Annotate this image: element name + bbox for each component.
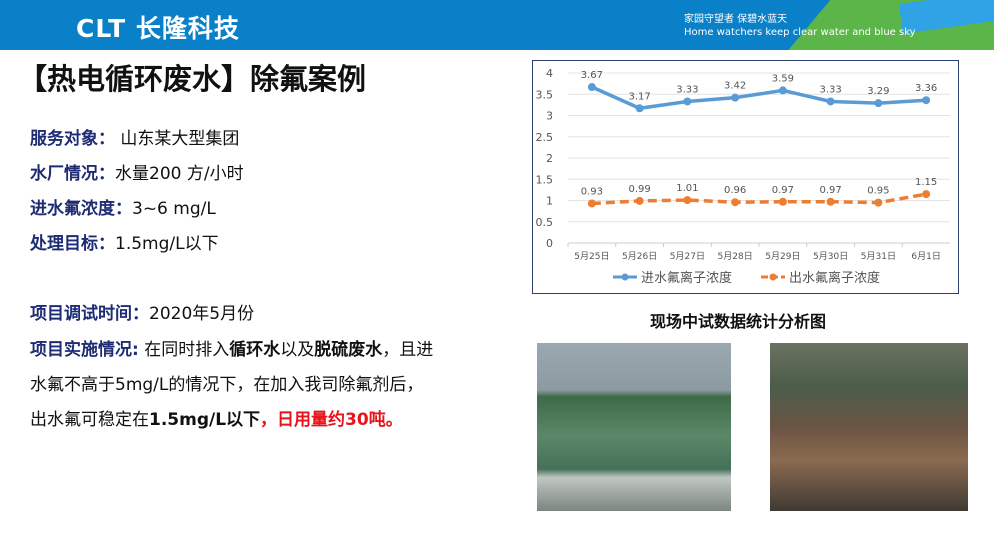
data-label: 0.93 bbox=[581, 186, 603, 197]
data-point bbox=[635, 196, 644, 205]
data-label: 1.01 bbox=[676, 183, 698, 194]
logo: CLT 长隆科技 bbox=[76, 14, 240, 43]
info-value: 水量200 方/小时 bbox=[115, 164, 244, 184]
info-value: 1.5mg/L以下 bbox=[115, 234, 219, 254]
data-point bbox=[778, 86, 787, 95]
text: 循环水 bbox=[229, 340, 281, 360]
y-tick-label: 2 bbox=[546, 152, 553, 165]
photo-equipment bbox=[770, 343, 968, 511]
data-label: 3.33 bbox=[676, 84, 698, 95]
y-tick-label: 0 bbox=[546, 237, 553, 250]
data-point bbox=[874, 198, 883, 207]
data-point bbox=[874, 99, 883, 108]
data-label: 0.97 bbox=[819, 185, 841, 196]
y-tick-label: 4 bbox=[546, 67, 553, 80]
text: 在同时排入 bbox=[138, 340, 230, 360]
x-tick-label: 5月26日 bbox=[622, 251, 657, 262]
info-label: 服务对象： bbox=[30, 129, 115, 149]
impl-line3: 出水氟可稳定在1.5mg/L以下，日用量约30吨。 bbox=[30, 405, 403, 430]
data-point bbox=[587, 83, 596, 92]
data-point bbox=[778, 197, 787, 206]
highlight-text: ，日用量约30吨。 bbox=[260, 410, 403, 430]
legend-label: 出水氟离子浓度 bbox=[789, 270, 880, 286]
data-point bbox=[922, 96, 931, 105]
data-label: 0.97 bbox=[772, 185, 794, 196]
info-service: 服务对象： 山东某大型集团 bbox=[30, 124, 239, 149]
line-chart: 0 0.5 1 1.5 2 2.5 3 3.5 4 5月25日 5月26日 5月27日 5月28日 5月2… bbox=[532, 60, 959, 294]
y-tick-label: 2.5 bbox=[536, 131, 554, 144]
data-point bbox=[731, 198, 740, 207]
data-point bbox=[826, 97, 835, 106]
data-label: 1.15 bbox=[915, 177, 937, 188]
y-tick-label: 1 bbox=[546, 195, 553, 208]
legend-label: 进水氟离子浓度 bbox=[641, 270, 732, 286]
page-title: 【热电循环废水】除氟案例 bbox=[18, 62, 367, 96]
data-point bbox=[587, 199, 596, 208]
x-tick-label: 5月27日 bbox=[670, 251, 705, 262]
info-plant: 水厂情况：水量200 方/小时 bbox=[30, 159, 244, 184]
text: ，且进 bbox=[382, 340, 434, 360]
slogan-cn: 家园守望者 保碧水蓝天 bbox=[684, 14, 788, 25]
y-tick-label: 1.5 bbox=[536, 173, 554, 186]
chart-caption: 现场中试数据统计分析图 bbox=[650, 312, 827, 331]
photo-pool bbox=[537, 343, 731, 511]
data-point bbox=[826, 197, 835, 206]
data-point bbox=[731, 93, 740, 102]
impl-label: 项目实施情况: bbox=[30, 340, 139, 360]
impl-line1: 项目实施情况: 在同时排入循环水以及脱硫废水，且进 bbox=[30, 335, 433, 360]
info-label: 项目调试时间： bbox=[30, 304, 149, 324]
impl-line2: 水氟不高于5mg/L的情况下，在加入我司除氟剂后， bbox=[30, 375, 424, 395]
slogan-en: Home watchers keep clear water and blue … bbox=[684, 27, 916, 38]
info-inflow: 进水氟浓度：3~6 mg/L bbox=[30, 194, 216, 219]
header-banner: CLT 长隆科技 家园守望者 保碧水蓝天 Home watchers keep … bbox=[0, 0, 994, 50]
series-line bbox=[591, 85, 927, 111]
legend-marker bbox=[769, 273, 777, 281]
data-label: 3.42 bbox=[724, 81, 746, 92]
data-label: 0.96 bbox=[724, 185, 746, 196]
text: 脱硫废水 bbox=[314, 340, 383, 360]
x-tick-label: 6月1日 bbox=[911, 251, 940, 262]
data-label: 3.36 bbox=[915, 83, 937, 94]
info-label: 进水氟浓度： bbox=[30, 199, 132, 219]
y-tick-label: 3.5 bbox=[536, 88, 554, 101]
info-value: 2020年5月份 bbox=[149, 304, 255, 324]
data-point bbox=[683, 97, 692, 106]
x-tick-label: 5月31日 bbox=[861, 251, 896, 262]
info-label: 水厂情况： bbox=[30, 164, 115, 184]
data-label: 0.95 bbox=[867, 186, 889, 197]
data-label: 3.17 bbox=[628, 91, 650, 102]
data-label: 3.29 bbox=[867, 86, 889, 97]
x-tick-label: 5月29日 bbox=[765, 251, 800, 262]
data-point bbox=[683, 196, 692, 205]
info-time: 项目调试时间：2020年5月份 bbox=[30, 299, 254, 324]
text: 出水氟可稳定在 bbox=[30, 410, 149, 430]
text: 1.5mg/L以下 bbox=[149, 410, 261, 430]
info-value: 山东某大型集团 bbox=[115, 129, 240, 149]
info-target: 处理目标：1.5mg/L以下 bbox=[30, 229, 219, 254]
data-point bbox=[922, 190, 931, 199]
data-label: 3.67 bbox=[581, 70, 603, 81]
y-tick-label: 3 bbox=[546, 110, 553, 123]
text: 以及 bbox=[280, 340, 315, 360]
x-tick-label: 5月25日 bbox=[574, 251, 609, 262]
y-tick-label: 0.5 bbox=[536, 216, 554, 229]
x-tick-label: 5月28日 bbox=[718, 251, 753, 262]
data-label: 3.33 bbox=[819, 84, 841, 95]
x-tick-label: 5月30日 bbox=[813, 251, 848, 262]
legend-marker bbox=[621, 273, 629, 281]
data-label: 3.59 bbox=[772, 73, 794, 84]
info-label: 处理目标： bbox=[30, 234, 115, 254]
data-point bbox=[635, 104, 644, 113]
info-value: 3~6 mg/L bbox=[132, 199, 216, 219]
data-label: 0.99 bbox=[628, 184, 650, 195]
